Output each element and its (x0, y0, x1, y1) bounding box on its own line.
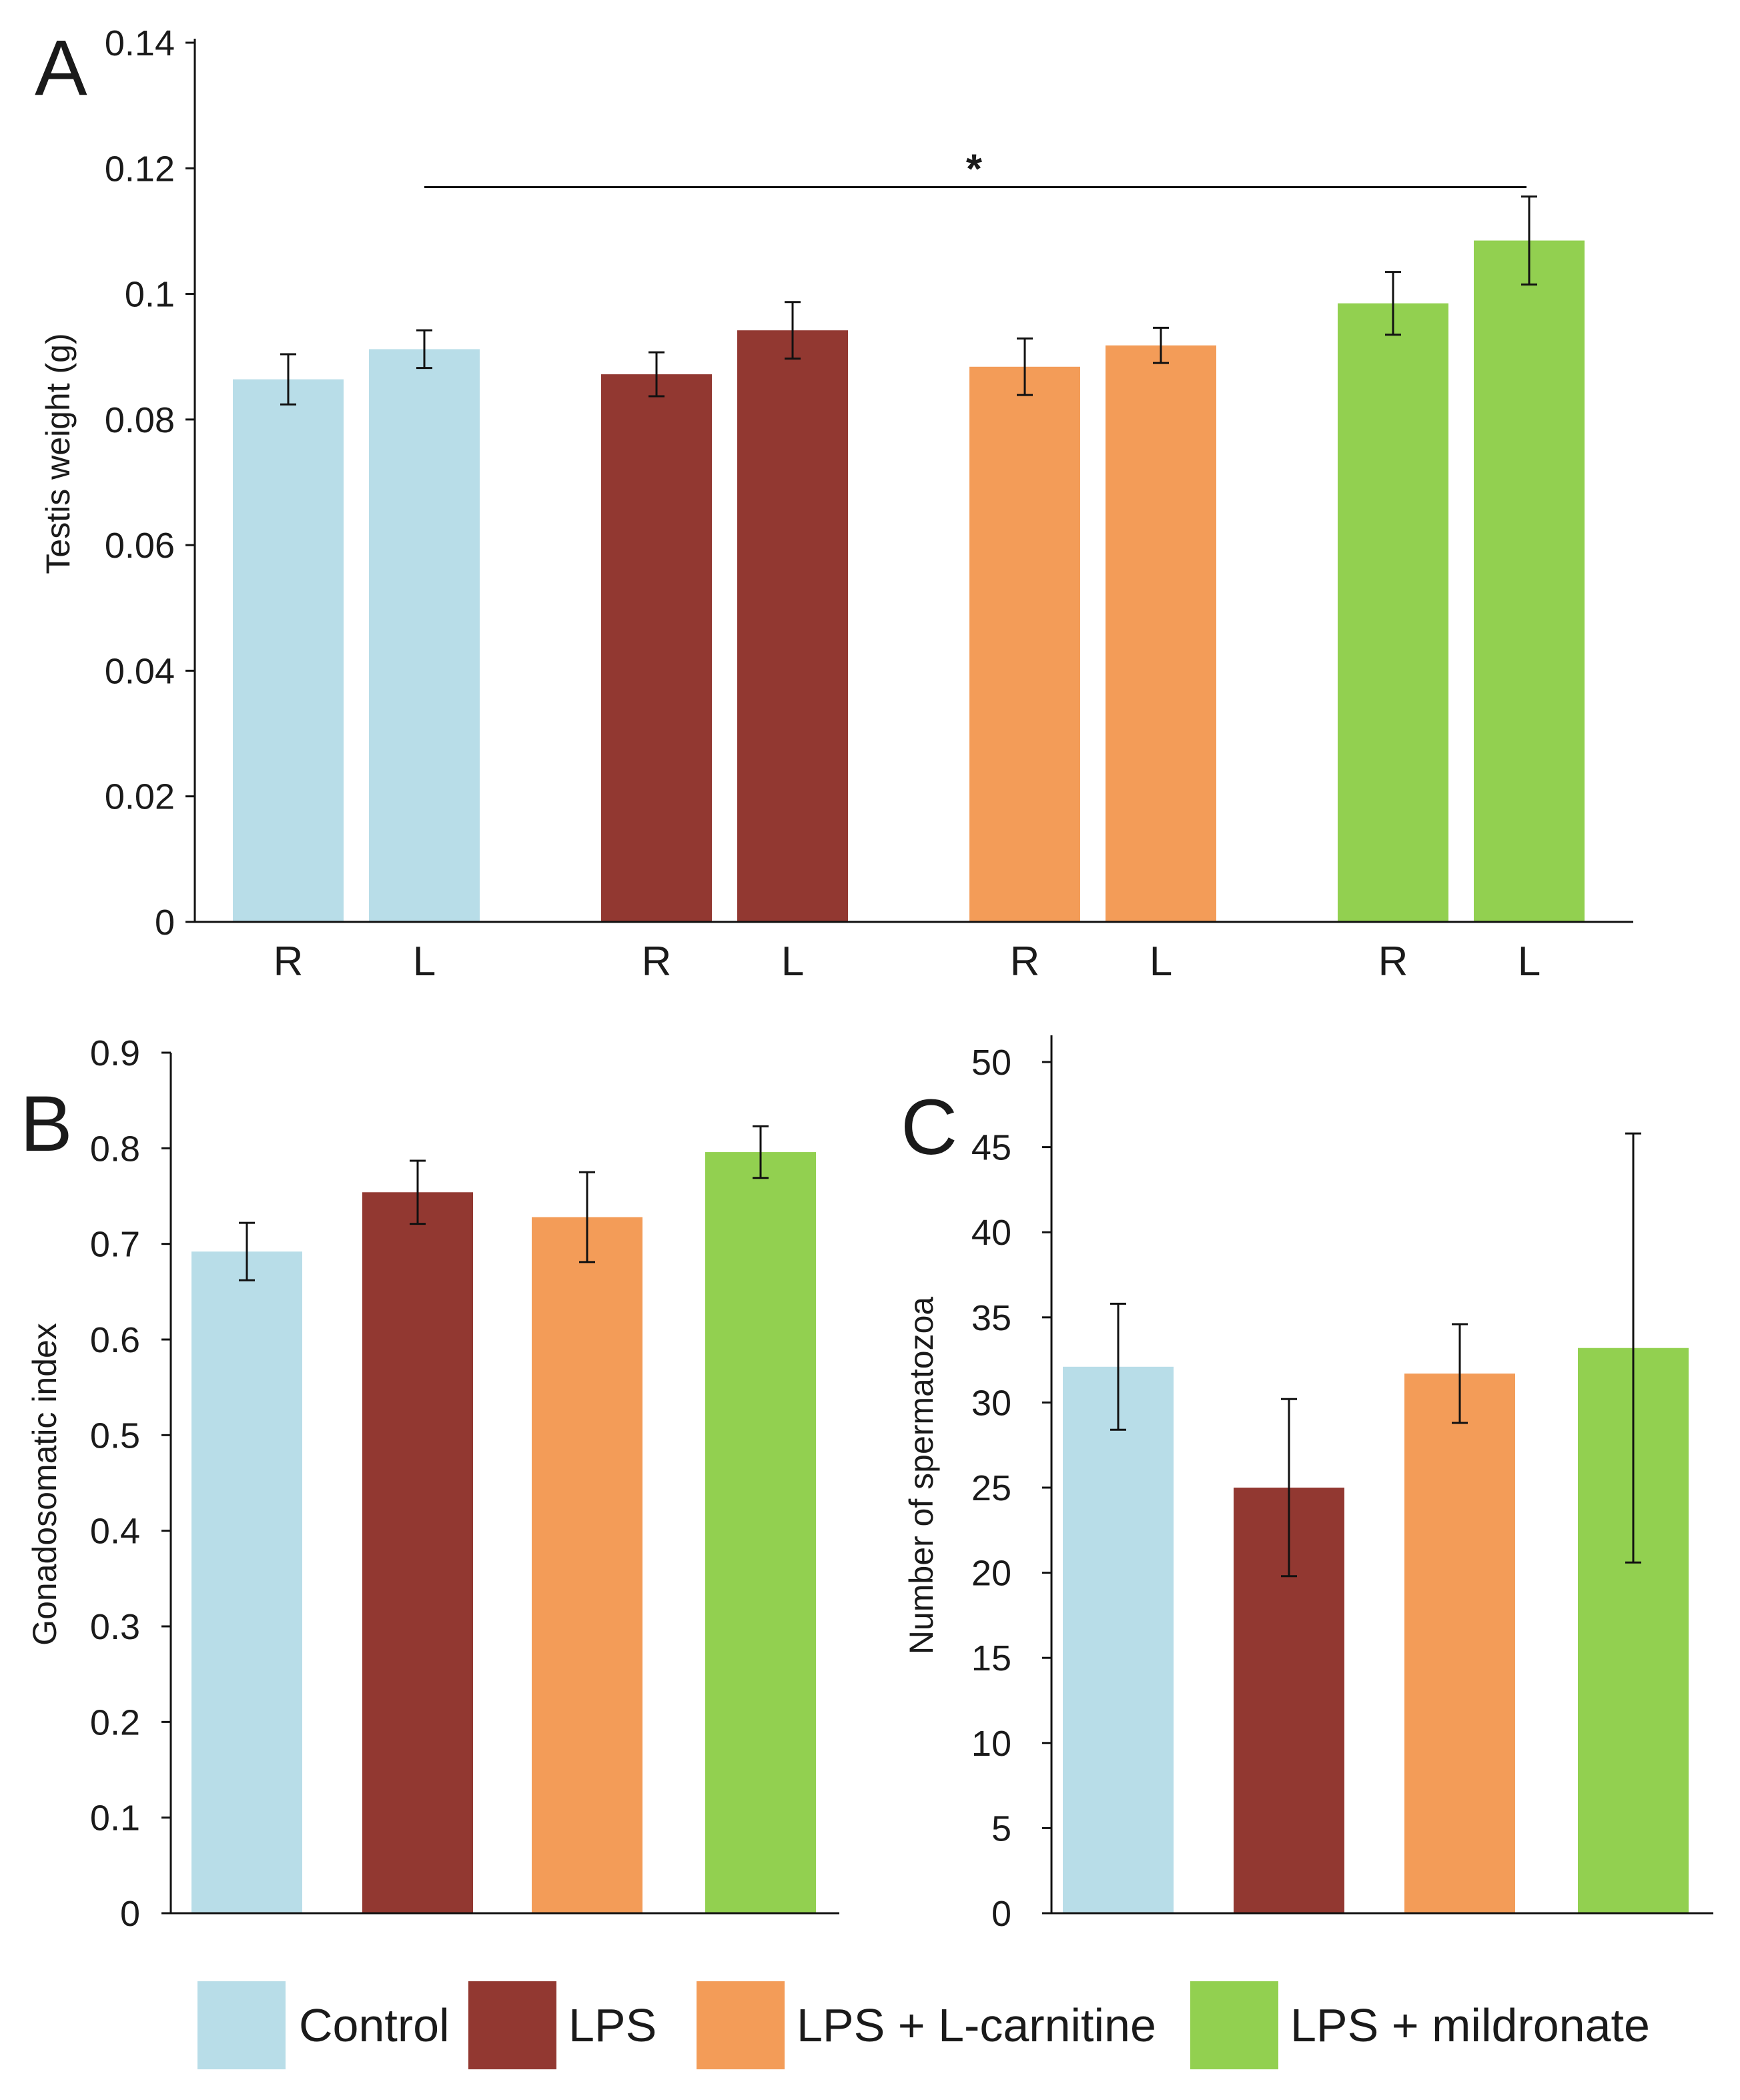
panel-a-bar-lps-l-carnitine-r (969, 366, 1080, 922)
panel-b-y-tick-label: 0 (120, 1894, 140, 1934)
legend-label-control: Control (299, 1999, 450, 2051)
panel-a-x-label-l: L (413, 939, 436, 985)
panel-c-y-tick-label: 30 (971, 1383, 1011, 1423)
panel-c-y-tick-label: 25 (971, 1468, 1011, 1508)
panel-a-x-label-r: R (642, 939, 672, 985)
panel-b-y-tick-label: 0.5 (90, 1416, 140, 1456)
legend-swatch-lps-mildronate (1190, 1981, 1278, 2069)
panel-b-bar-lps-l-carnitine (532, 1217, 642, 1913)
panel-a-y-tick-label: 0.02 (105, 777, 175, 817)
panel-a-x-label-l: L (1518, 939, 1541, 985)
panel-b-y-tick-label: 0.6 (90, 1320, 140, 1360)
panel-b-y-axis-title: Gonadosomatic index (26, 1323, 63, 1646)
panel-b-bar-control (191, 1251, 302, 1913)
panel-b-y-tick-label: 0.1 (90, 1798, 140, 1839)
panel-a-x-label-l: L (1150, 939, 1172, 985)
panel-c-y-tick-label: 10 (971, 1724, 1011, 1764)
panel-b-y-tick-label: 0.4 (90, 1512, 140, 1552)
panel-a-x-label-r: R (1010, 939, 1040, 985)
panel-a-y-tick-label: 0.08 (105, 400, 175, 440)
panel-a-testis-weight-chart: A Testis weight (g) 0 0.02 0.04 0.06 0.08 0.1… (35, 23, 1633, 985)
panel-a-y-tick-label: 0 (155, 903, 175, 943)
legend-label-lps-mildronate: LPS + mildronate (1290, 1999, 1650, 2051)
panel-a-letter: A (35, 24, 87, 112)
panel-a-y-axis-title: Testis weight (g) (39, 333, 77, 574)
panel-a-x-label-r: R (1378, 939, 1408, 985)
panel-c-y-ticks: 0 5 10 15 20 25 30 35 40 45 50 (971, 1043, 1051, 1934)
panel-a-x-label-l: L (781, 939, 804, 985)
panel-a-bar-lps-r (601, 374, 712, 922)
panel-a-bar-lps-mildronate-l (1474, 240, 1585, 922)
legend-label-lps-l-carnitine: LPS + L-carnitine (797, 1999, 1156, 2051)
panel-b-bar-lps (362, 1192, 473, 1913)
panel-a-y-tick-label: 0.14 (105, 23, 175, 63)
panel-a-y-tick-label: 0.06 (105, 526, 175, 566)
panel-a-bar-control-r (233, 379, 344, 922)
panel-a-bar-control-l (369, 349, 480, 922)
panel-b-bars (191, 1152, 816, 1913)
panel-c-bar-lps-l-carnitine (1404, 1374, 1515, 1913)
legend-swatch-lps-l-carnitine (697, 1981, 785, 2069)
panel-b-error-bars (239, 1125, 769, 1281)
legend: Control LPS LPS + L-carnitine LPS + mild… (197, 1981, 1650, 2069)
panel-c-error-bars (1110, 1132, 1641, 1578)
panel-b-y-tick-label: 0.9 (90, 1033, 140, 1073)
panel-a-y-ticks: 0 0.02 0.04 0.06 0.08 0.1 0.12 0.14 (105, 23, 195, 943)
panel-c-bars (1063, 1348, 1689, 1913)
panel-a-error-bars (280, 195, 1537, 406)
panel-b-y-tick-label: 0.2 (90, 1702, 140, 1742)
panel-a-bar-lps-mildronate-r (1338, 303, 1448, 922)
legend-swatch-lps (468, 1981, 556, 2069)
panel-c-bar-control (1063, 1366, 1174, 1913)
legend-swatch-control (197, 1981, 286, 2069)
panel-c-y-tick-label: 50 (971, 1043, 1011, 1083)
panel-b-bar-lps-mildronate (705, 1152, 816, 1913)
panel-c-y-tick-label: 5 (991, 1808, 1011, 1849)
panel-c-spermatozoa-chart: C Number of spermatozoa 0 5 10 15 20 25 30 35 40… (901, 1035, 1713, 1934)
panel-c-y-tick-label: 20 (971, 1554, 1011, 1594)
panel-a-bar-lps-l-carnitine-l (1106, 345, 1216, 922)
panel-c-letter: C (901, 1083, 957, 1171)
panel-a-y-tick-label: 0.04 (105, 651, 175, 691)
panel-a-x-label-r: R (274, 939, 304, 985)
panel-c-y-tick-label: 40 (971, 1213, 1011, 1253)
panel-c-y-tick-label: 45 (971, 1128, 1011, 1168)
panel-c-y-tick-label: 0 (991, 1894, 1011, 1934)
panel-b-y-tick-label: 0.8 (90, 1129, 140, 1169)
legend-label-lps: LPS (568, 1999, 657, 2051)
panel-a-y-tick-label: 0.1 (125, 275, 175, 315)
panel-b-y-tick-label: 0.3 (90, 1607, 140, 1647)
panel-b-gonadosomatic-index-chart: B Gonadosomatic index 0 0.1 0.2 0.3 0.4 0.5 0.… (20, 1033, 839, 1934)
panel-c-y-tick-label: 15 (971, 1638, 1011, 1678)
panel-c-y-axis-title: Number of spermatozoa (903, 1297, 940, 1655)
panel-b-letter: B (20, 1080, 73, 1168)
panel-a-significance-mark: * (966, 147, 983, 193)
panel-a-bar-lps-l (737, 330, 848, 922)
panel-b-y-tick-label: 0.7 (90, 1225, 140, 1265)
panel-a-y-tick-label: 0.12 (105, 149, 175, 189)
panel-a-bars (233, 240, 1585, 922)
panel-b-y-ticks: 0 0.1 0.2 0.3 0.4 0.5 0.6 0.7 0.8 0.9 (90, 1033, 171, 1934)
panel-c-y-tick-label: 35 (971, 1298, 1011, 1338)
